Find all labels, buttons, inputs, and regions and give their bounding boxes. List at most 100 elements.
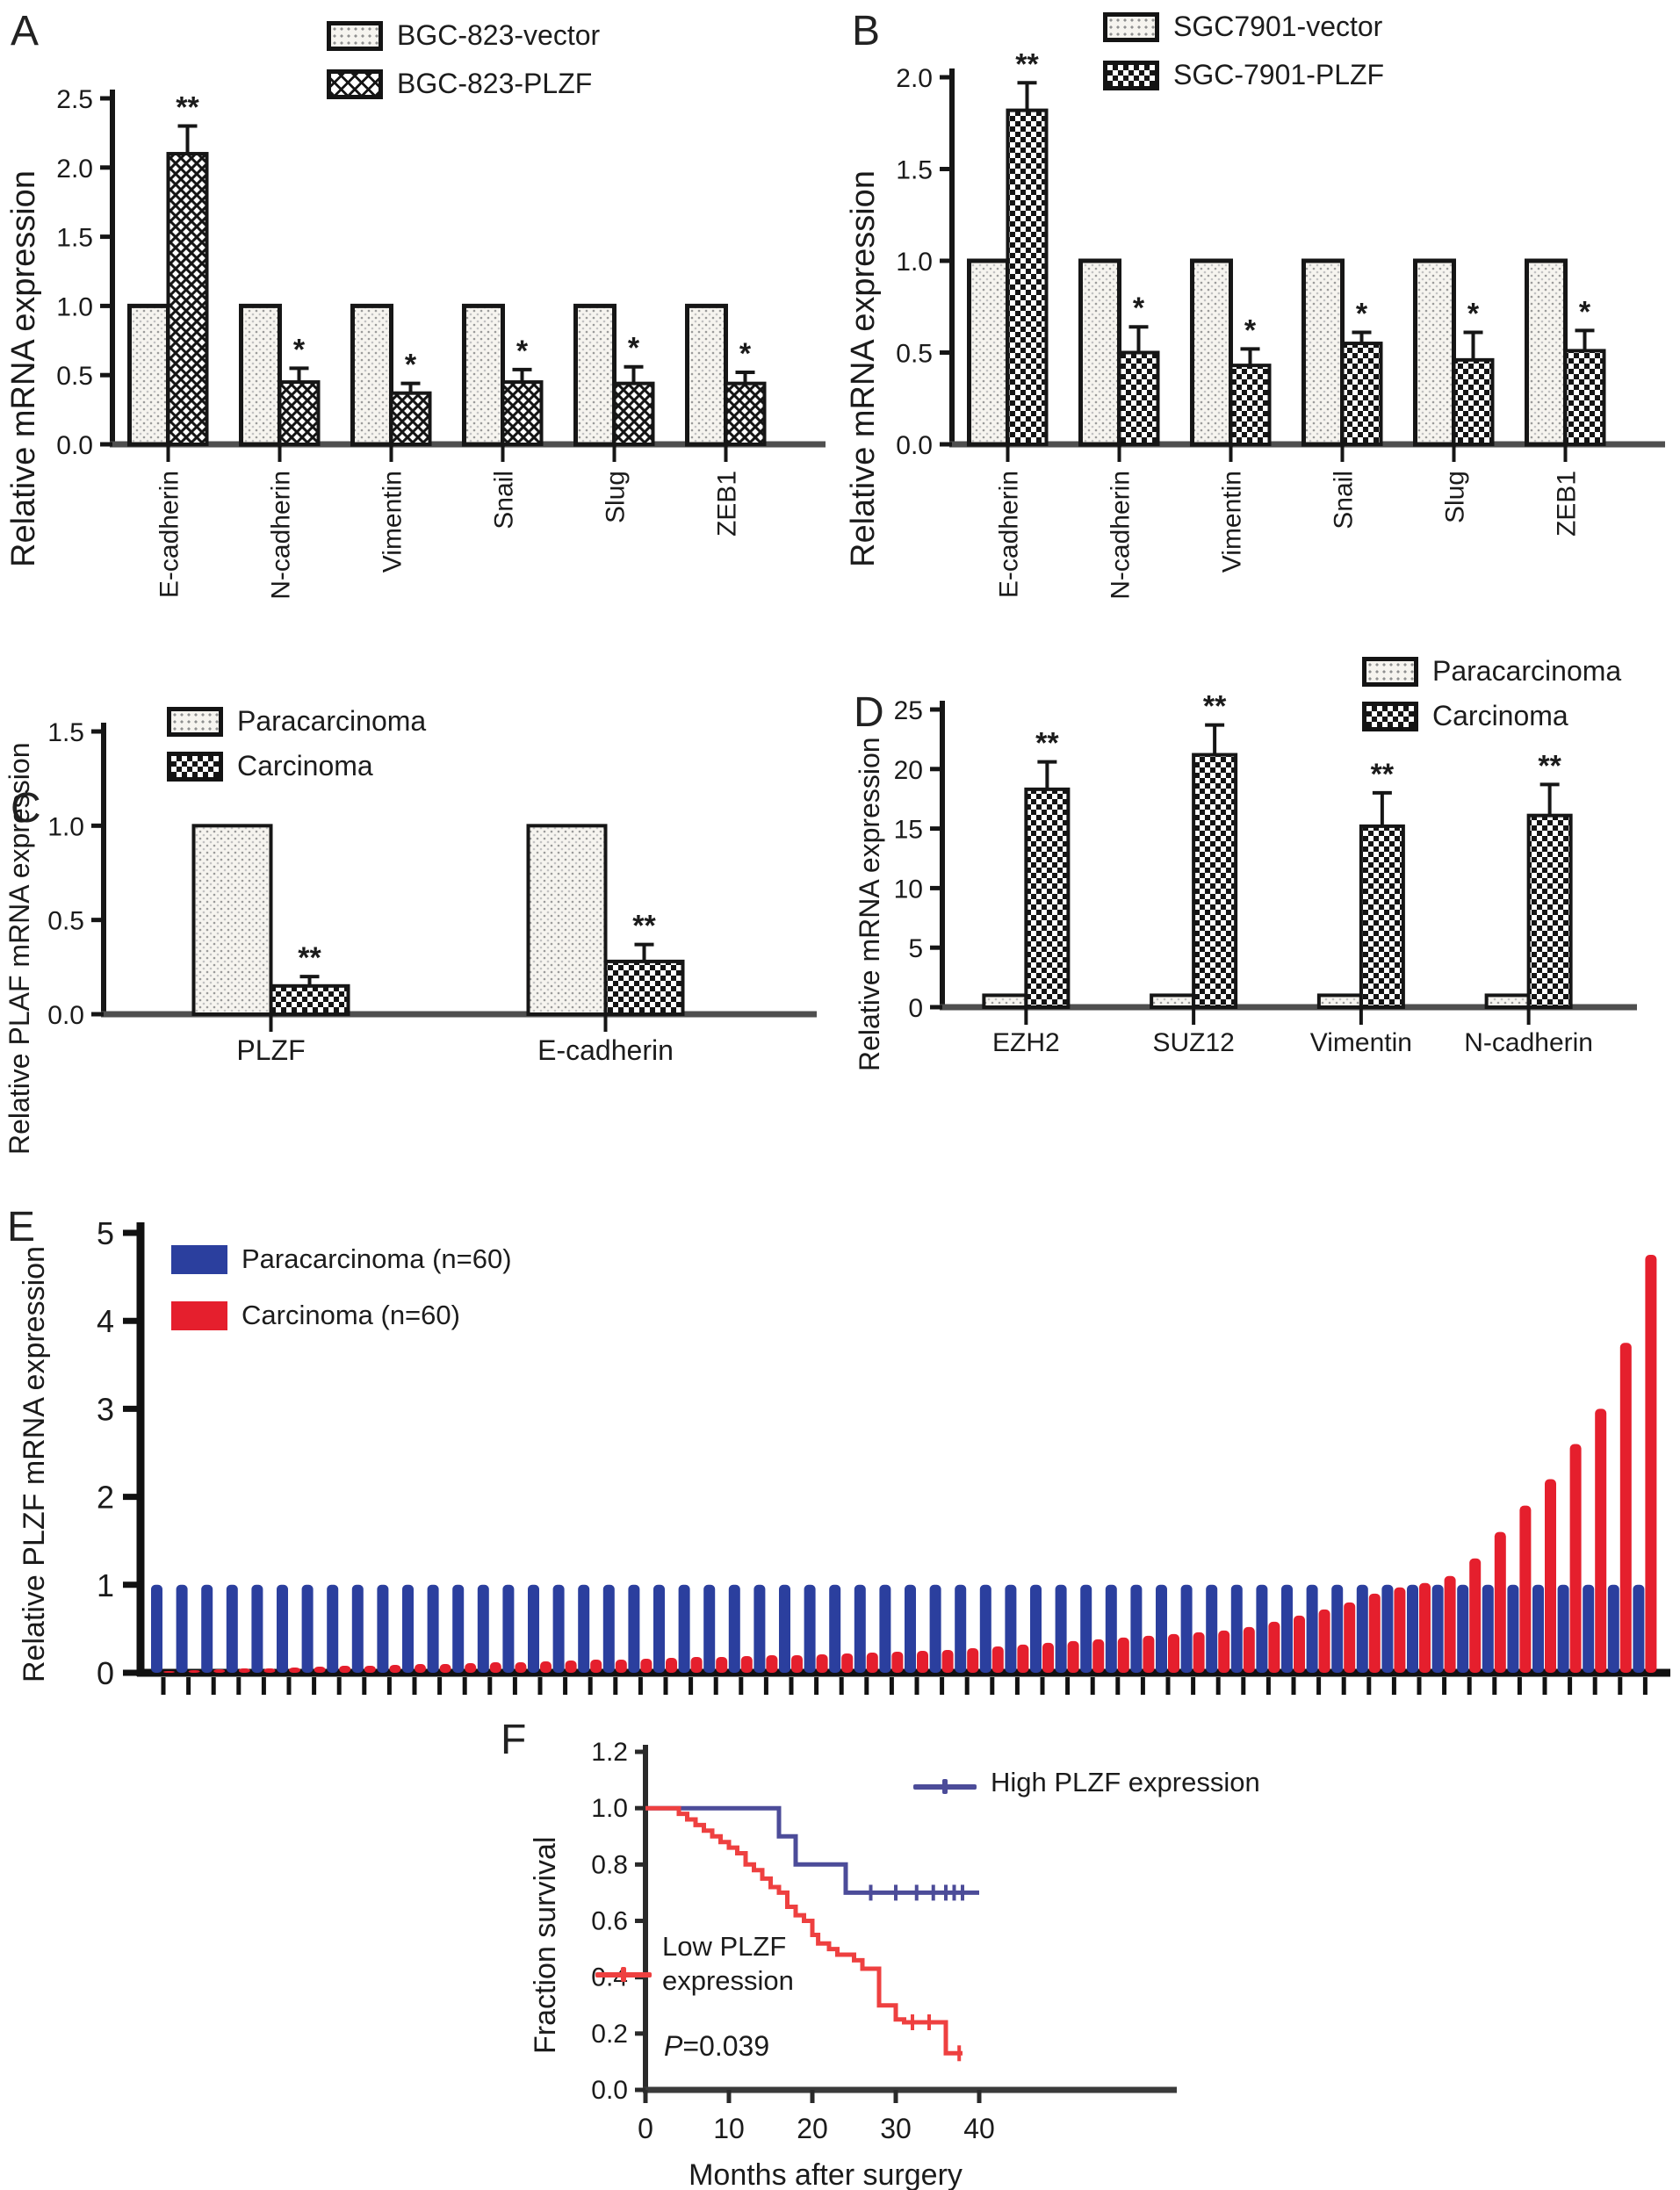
legend-item: Carcinoma [1362, 700, 1621, 732]
legend-label: SGC7901-vector [1173, 11, 1383, 42]
svg-text:Vimentin: Vimentin [379, 471, 407, 573]
low-plzf-line-marker [595, 1967, 652, 1982]
svg-text:Vimentin: Vimentin [1218, 471, 1247, 573]
svg-text:0.0: 0.0 [591, 2076, 628, 2105]
legend-item: BGC-823-vector [327, 19, 600, 52]
legend-label: Paracarcinoma (n=60) [242, 1243, 512, 1274]
panel-c-legend: Paracarcinoma Carcinoma [167, 705, 426, 782]
paracarcinoma-pattern-swatch [1362, 656, 1418, 687]
svg-text:N-cadherin: N-cadherin [1464, 1028, 1593, 1057]
panel-b-y-axis-title: Relative mRNA expression [845, 170, 882, 567]
svg-text:4: 4 [97, 1303, 114, 1339]
panel-f: F Fraction survival 0.0 0.2 0.4 0.6 0.8 1.0 1.… [474, 1704, 1440, 2190]
plzf-pattern-swatch [327, 68, 383, 99]
high-plzf-line-marker [913, 1779, 977, 1794]
panel-e-label: E [7, 1204, 36, 1250]
svg-text:2.0: 2.0 [56, 155, 93, 184]
svg-text:N-cadherin: N-cadherin [267, 471, 296, 600]
svg-text:**: ** [176, 91, 199, 125]
svg-text:1.0: 1.0 [47, 812, 84, 841]
legend-label: Paracarcinoma [237, 705, 427, 737]
svg-text:0.0: 0.0 [896, 431, 933, 460]
panel-b-chart: 0.00.51.01.52.0 **E-cadherin*N-cadherin*V… [896, 47, 1665, 600]
svg-text:Snail: Snail [1330, 471, 1359, 529]
svg-text:2.0: 2.0 [896, 64, 933, 93]
svg-text:0: 0 [638, 2113, 653, 2144]
panel-e-chart: 0 1 2 3 4 5 [97, 1215, 1670, 1695]
svg-text:10: 10 [894, 875, 923, 904]
svg-text:**: ** [1015, 47, 1039, 81]
panel-c: C Relative PLAF mRNA expression 0.0 0.5 1.… [0, 654, 840, 1229]
svg-text:5: 5 [97, 1215, 114, 1251]
svg-text:**: ** [1538, 749, 1561, 782]
panel-c-chart: 0.0 0.5 1.0 1.5 ** PLZF ** E-cadherin [47, 718, 817, 1066]
legend-item: Paracarcinoma (n=60) [171, 1243, 512, 1275]
svg-text:1.5: 1.5 [896, 156, 933, 185]
svg-text:20: 20 [797, 2113, 828, 2144]
svg-text:*: * [1133, 292, 1145, 325]
legend-label: BGC-823-vector [397, 19, 601, 51]
legend-item: BGC-823-PLZF [327, 68, 600, 100]
high-plzf-legend-label: High PLZF expression [991, 1767, 1260, 1797]
plzf-pattern-swatch [1103, 60, 1159, 90]
censor-tick-icon [942, 1779, 948, 1794]
svg-text:E-cadherin: E-cadherin [995, 471, 1024, 598]
svg-text:**: ** [1035, 727, 1059, 760]
svg-text:E-cadherin: E-cadherin [155, 471, 184, 598]
svg-text:*: * [628, 332, 640, 365]
paracarcinoma-color-swatch [171, 1244, 227, 1274]
svg-text:0.8: 0.8 [591, 1850, 628, 1879]
svg-text:0.2: 0.2 [591, 2020, 628, 2049]
svg-text:40: 40 [963, 2113, 995, 2144]
legend-label: SGC-7901-PLZF [1173, 59, 1385, 90]
svg-text:*: * [739, 337, 752, 371]
svg-text:*: * [1356, 298, 1368, 331]
svg-text:**: ** [1371, 758, 1395, 791]
svg-text:10: 10 [713, 2113, 745, 2144]
svg-text:0: 0 [97, 1655, 114, 1691]
panel-b: B Relative mRNA expression 0.0 0.5 1.0 1.5 2… [840, 0, 1680, 667]
svg-text:3: 3 [97, 1391, 114, 1427]
svg-text:1.0: 1.0 [591, 1794, 628, 1823]
svg-text:0.0: 0.0 [56, 431, 93, 460]
svg-text:*: * [1579, 295, 1591, 328]
legend-label: Carcinoma [1432, 700, 1568, 731]
svg-text:1.0: 1.0 [56, 292, 93, 321]
panel-b-legend: SGC7901-vector SGC-7901-PLZF [1103, 11, 1384, 91]
svg-text:PLZF: PLZF [236, 1034, 305, 1066]
svg-text:*: * [405, 349, 417, 382]
svg-text:Months after surgery: Months after surgery [689, 2158, 963, 2190]
p-value-number: =0.039 [682, 2030, 770, 2062]
svg-text:0.5: 0.5 [896, 340, 933, 369]
panel-d: D Relative mRNA expression 0 5 10 15 20 25 ** E… [840, 615, 1680, 1229]
legend-label: Carcinoma (n=60) [242, 1300, 460, 1330]
legend-item: SGC7901-vector [1103, 11, 1384, 43]
svg-text:Vimentin: Vimentin [1310, 1028, 1412, 1057]
legend-label: BGC-823-PLZF [397, 68, 593, 99]
svg-text:1.0: 1.0 [896, 248, 933, 277]
vector-pattern-swatch [327, 20, 383, 51]
svg-text:0.0: 0.0 [47, 1001, 84, 1030]
panel-d-chart: 0 5 10 15 20 25 ** EZH2 ** SUZ12 ** Vimentin ** N-cad… [894, 690, 1637, 1057]
censor-tick-icon [621, 1967, 626, 1982]
panel-b-label: B [852, 8, 881, 54]
svg-text:2.5: 2.5 [56, 85, 93, 114]
panel-c-y-axis-title: Relative PLAF mRNA expression [4, 742, 35, 1155]
panel-a-chart: 0.00.51.01.52.02.5 **E-cadherin*N-cadheri… [56, 85, 826, 600]
low-plzf-legend-label: Low PLZF expression [662, 1931, 794, 1996]
svg-text:*: * [1467, 298, 1480, 331]
svg-text:30: 30 [880, 2113, 912, 2144]
panel-e-legend: Paracarcinoma (n=60) Carcinoma (n=60) [171, 1243, 512, 1331]
paracarcinoma-pattern-swatch [167, 706, 223, 737]
svg-text:**: ** [298, 941, 321, 975]
svg-text:*: * [516, 335, 529, 368]
svg-text:0: 0 [908, 994, 923, 1023]
vector-pattern-swatch [1103, 11, 1159, 42]
svg-text:**: ** [1203, 690, 1227, 724]
svg-text:E-cadherin: E-cadherin [537, 1034, 674, 1066]
carcinoma-color-swatch [171, 1300, 227, 1330]
panel-a: A Relative mRNA expression 0.0 0.5 1.0 1.5 2… [0, 0, 840, 667]
